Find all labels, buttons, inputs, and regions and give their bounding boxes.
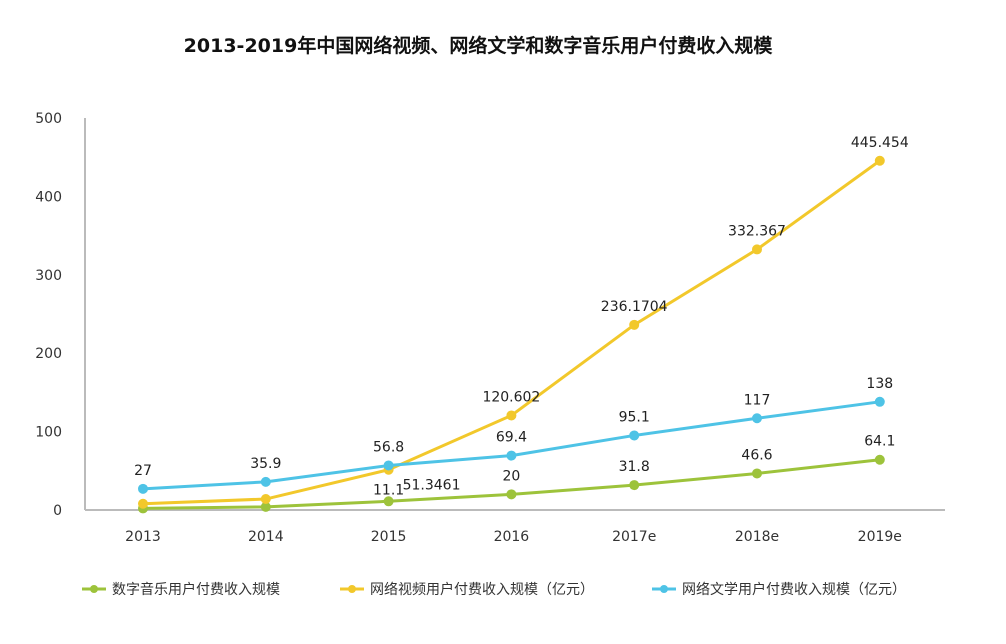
x-tick-label: 2018e [735,529,779,545]
data-point [260,476,271,487]
data-point [138,483,148,494]
data-point [752,244,762,255]
data-label: 46.6 [741,447,772,463]
data-point [383,460,394,471]
chart-title: 2013-2019年中国网络视频、网络文学和数字音乐用户付费收入规模 [184,34,774,57]
data-label: 117 [744,392,771,408]
data-label: 35.9 [250,456,281,472]
data-label: 56.8 [373,439,404,455]
data-label: 51.3461 [403,478,461,494]
data-point [752,413,762,424]
x-tick-label: 2019e [858,529,902,545]
data-label: 120.602 [482,389,540,405]
data-label: 11.1 [373,482,404,498]
data-label: 69.4 [496,430,527,446]
data-point [752,468,762,479]
data-point [383,496,394,507]
legend-label: 数字音乐用户付费收入规模 [112,581,280,598]
data-point [506,450,517,461]
data-point [874,396,885,407]
y-tick-label: 300 [35,268,62,284]
legend-marker [660,585,668,593]
data-label: 236.1704 [601,299,668,315]
legend-label: 网络视频用户付费收入规模（亿元） [370,581,594,598]
y-tick-label: 200 [35,346,62,362]
x-tick-label: 2016 [494,529,530,545]
y-tick-label: 100 [35,425,62,441]
data-point [874,155,885,166]
data-point [629,430,640,441]
x-tick-label: 2014 [248,529,284,545]
data-point [506,410,517,421]
legend-marker [348,585,356,593]
y-tick-label: 0 [53,503,62,519]
data-point [629,319,640,330]
data-point [874,454,885,465]
data-point [260,494,271,505]
y-tick-label: 500 [35,111,62,127]
legend-label: 网络文学用户付费收入规模（亿元） [682,581,906,598]
data-label: 445.454 [851,135,909,151]
legend-marker [90,585,98,593]
x-tick-label: 2017e [612,529,656,545]
data-point [260,501,271,512]
data-point [629,480,640,491]
data-label: 138 [866,376,893,392]
data-point [138,498,148,509]
data-label: 31.8 [619,459,650,475]
data-label: 64.1 [864,434,895,450]
x-tick-label: 2015 [371,529,407,545]
data-label: 332.367 [728,223,786,239]
y-tick-label: 400 [35,189,62,205]
data-label: 27 [134,463,152,479]
data-label: 20 [502,468,520,484]
data-label: 95.1 [619,409,650,425]
x-tick-label: 2013 [125,529,161,545]
data-point [506,489,517,500]
